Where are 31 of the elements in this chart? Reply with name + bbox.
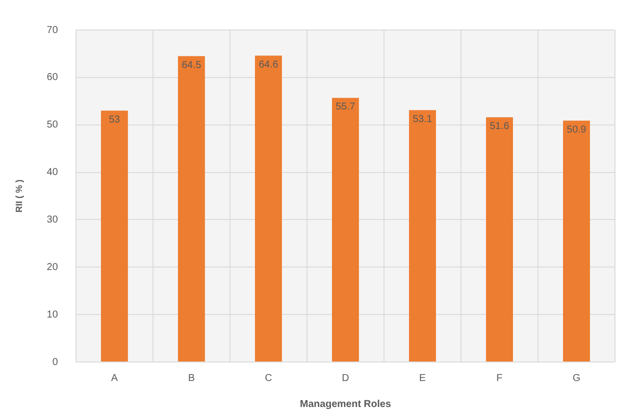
x-axis-title: Management Roles: [300, 398, 392, 410]
data-label: 53: [108, 114, 120, 126]
data-label: 50.9: [566, 124, 587, 136]
x-tick-label: C: [264, 372, 272, 384]
y-tick-label: 10: [46, 309, 58, 320]
data-label: 64.5: [182, 60, 202, 71]
bar: [332, 98, 359, 362]
bar: [563, 120, 590, 362]
bar: [178, 56, 205, 362]
y-tick-label: 40: [46, 167, 58, 178]
data-label: 64.6: [258, 59, 279, 70]
data-label: 53.1: [412, 114, 433, 125]
x-tick-label: B: [188, 372, 196, 384]
data-label: 51.6: [490, 121, 510, 132]
y-tick-label: 50: [46, 120, 58, 131]
y-axis-title: RII ( % ): [14, 180, 24, 212]
bar: [486, 117, 513, 362]
y-tick-label: 70: [46, 24, 58, 36]
bar: [254, 56, 282, 362]
x-tick-label: F: [496, 372, 503, 384]
y-tick-label: 30: [46, 214, 58, 226]
data-label: 55.7: [336, 102, 356, 113]
x-tick-label: G: [572, 372, 581, 384]
bar: [100, 110, 128, 362]
x-tick-label: A: [111, 372, 118, 384]
y-tick-label: 60: [46, 72, 58, 84]
y-tick-label: 20: [46, 262, 58, 273]
y-tick-label: 0: [52, 356, 58, 368]
x-tick-label: D: [342, 372, 350, 384]
bar: [408, 110, 436, 362]
x-tick-label: E: [419, 372, 426, 384]
